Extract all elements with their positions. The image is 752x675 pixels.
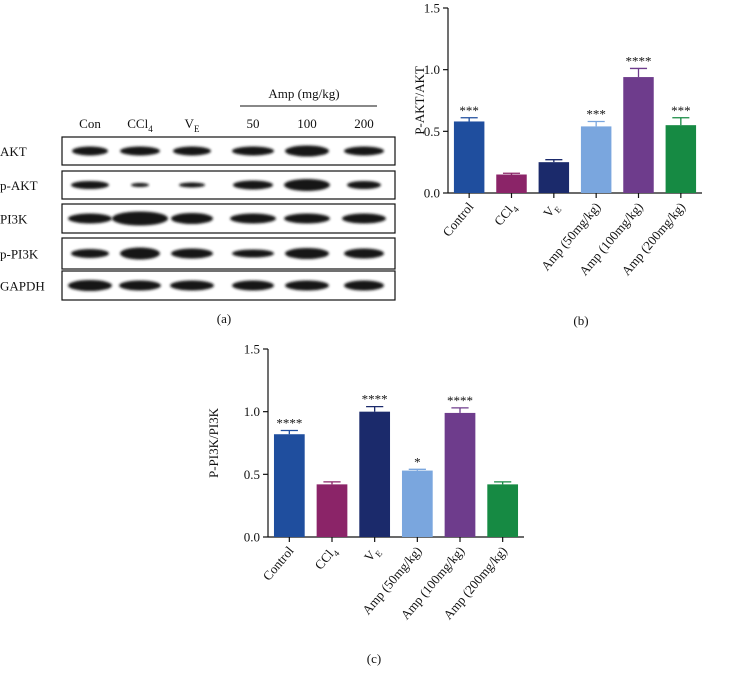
y-axis-label: P-PI3K/PI3K [206, 407, 221, 478]
y-tick-label: 0.5 [244, 467, 260, 482]
x-tick-label: CCl4 [491, 199, 521, 230]
blot-panel-label: (a) [217, 311, 231, 326]
blot-band [179, 182, 205, 188]
bar [401, 470, 433, 537]
chart-p-akt: 0.0 0.5 1.0 1.5 P-AKT/AKT *** Control CCl4 VE ***… [412, 1, 702, 278]
blot-band [232, 280, 274, 291]
blot-band [285, 248, 329, 259]
blot-row-label: GAPDH [0, 279, 45, 294]
bar [580, 126, 612, 193]
blot-band [233, 180, 273, 190]
bar [487, 484, 519, 537]
significance-label: * [414, 454, 421, 469]
blot-band [71, 181, 109, 189]
y-tick-label: 1.5 [244, 342, 260, 357]
y-tick-label: 1.5 [424, 1, 440, 16]
chart-c-panel-label: (c) [367, 651, 381, 666]
chart-p-pi3k: 0.00.51.01.5P-PI3K/PI3K ****Control CCl4**… [206, 342, 524, 622]
blot-row-label: p-AKT [0, 178, 38, 193]
blot-band [285, 280, 329, 291]
bar [359, 411, 391, 537]
western-blot-panel: Amp (mg/kg) Con CCl4 VE 50 100 200 AKT p-AKT PI… [0, 86, 396, 326]
blot-band [173, 146, 211, 156]
blot-lane-label: Con [79, 116, 101, 131]
blot-row-frame [61, 136, 396, 166]
blot-band [232, 146, 274, 156]
blot-band [119, 280, 161, 291]
blot-row-frame [61, 237, 396, 270]
blot-band [232, 249, 274, 258]
significance-label: *** [586, 106, 606, 121]
blot-band [344, 280, 384, 291]
blot-rows: AKT p-AKT PI3K p-PI3K GAPDH [0, 136, 396, 301]
blot-band [342, 213, 386, 224]
bar [665, 125, 697, 193]
blot-band [131, 183, 149, 187]
significance-label: **** [447, 393, 473, 408]
x-tick-label: Control [260, 543, 297, 583]
blot-band [170, 280, 214, 291]
blot-band [171, 213, 213, 224]
significance-label: **** [626, 53, 652, 68]
y-tick-label: 1.0 [424, 62, 440, 77]
blot-lane-label: VE [185, 116, 200, 134]
blot-band [344, 146, 384, 156]
y-tick-label: 1.0 [244, 404, 260, 419]
blot-band [120, 146, 160, 156]
bar [453, 121, 485, 193]
blot-lane-label: 50 [247, 116, 260, 131]
significance-label: **** [276, 415, 302, 430]
significance-label: *** [671, 103, 691, 118]
x-tick-label: VE [361, 543, 385, 566]
blot-band [71, 249, 109, 258]
chart-b-panel-label: (b) [573, 313, 588, 328]
blot-band [284, 179, 330, 191]
blot-band [120, 247, 160, 260]
significance-label: *** [459, 103, 479, 118]
blot-band [68, 280, 112, 291]
bar [444, 412, 476, 537]
bar [496, 174, 527, 193]
bar [623, 77, 654, 193]
bar [538, 162, 570, 193]
blot-row-frame [61, 270, 396, 301]
blot-lane-label: 100 [297, 116, 317, 131]
blot-row-label: AKT [0, 144, 27, 159]
bar [273, 434, 305, 537]
blot-lane-labels: Con CCl4 VE 50 100 200 [79, 116, 374, 134]
blot-band [171, 248, 213, 259]
y-tick-label: 0.5 [424, 124, 440, 139]
x-tick-label: Control [439, 199, 476, 239]
blot-band [284, 213, 330, 224]
blot-lane-label: CCl4 [127, 116, 153, 134]
y-tick-label: 0.0 [424, 186, 440, 201]
blot-row-label: PI3K [0, 212, 28, 227]
blot-band [285, 145, 329, 157]
x-tick-label: CCl4 [311, 543, 341, 574]
x-tick-label: VE [540, 199, 564, 222]
y-tick-label: 0.0 [244, 530, 260, 545]
bar [316, 484, 348, 537]
blot-band [230, 213, 276, 224]
blot-lane-label: 200 [354, 116, 374, 131]
blot-band [344, 248, 384, 259]
blot-band [72, 146, 108, 156]
blot-band [112, 211, 168, 226]
significance-label: **** [362, 392, 388, 407]
blot-band [68, 213, 112, 224]
blot-row-frame [61, 170, 396, 200]
blot-group-title: Amp (mg/kg) [268, 86, 339, 101]
blot-row-label: p-PI3K [0, 247, 39, 262]
blot-band [347, 181, 381, 189]
y-axis-label: P-AKT/AKT [412, 66, 427, 135]
